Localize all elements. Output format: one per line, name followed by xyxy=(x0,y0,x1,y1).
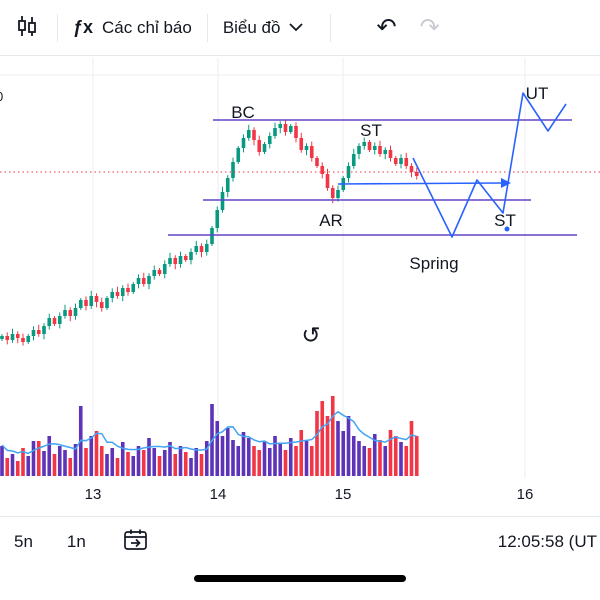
top-toolbar: ƒx Các chỉ báo Biểu đồ ↶ ↷ xyxy=(0,0,600,56)
bottom-toolbar: 5n 1n 12:05:58 (UT xyxy=(0,516,600,566)
undo-button[interactable]: ↶ xyxy=(372,15,400,40)
toolbar-divider xyxy=(330,13,332,42)
arrow-head-icon xyxy=(501,178,511,188)
gridlines xyxy=(0,58,600,478)
annotation-st[interactable]: ST xyxy=(360,121,382,140)
volume-bars xyxy=(0,396,419,476)
price-axis-partial-label: 0 xyxy=(0,89,3,104)
timeframe-1d-button[interactable]: 1n xyxy=(63,530,90,554)
reload-chart-button[interactable]: ↺ xyxy=(294,318,328,352)
indicators-label: Các chỉ báo xyxy=(102,17,192,37)
chart-type-label: Biểu đồ xyxy=(222,17,281,37)
annotation-bc[interactable]: BC xyxy=(231,103,255,122)
home-indicator-bar xyxy=(194,575,406,582)
projection-zigzag-line xyxy=(412,92,567,238)
clock-timezone-button[interactable]: 12:05:58 (UT xyxy=(492,531,600,553)
volume-ma-line xyxy=(1,410,417,455)
drawing-anchor-dot xyxy=(504,226,510,232)
annotation-st[interactable]: ST xyxy=(494,211,516,230)
chevron-down-icon xyxy=(289,19,304,37)
timeframe-5m-button[interactable]: 5n xyxy=(10,530,37,554)
chart-style-button[interactable] xyxy=(12,11,42,44)
annotation-ar[interactable]: AR xyxy=(319,211,343,230)
price-volume-chart[interactable] xyxy=(0,56,600,516)
chart-type-button[interactable]: Biểu đồ xyxy=(223,18,304,38)
candles-icon xyxy=(14,13,40,42)
toolbar-divider xyxy=(57,13,58,42)
indicators-button[interactable]: ƒx Các chỉ báo xyxy=(73,17,192,38)
fx-icon: ƒx xyxy=(73,17,94,37)
redo-button[interactable]: ↷ xyxy=(416,15,444,40)
go-to-date-button[interactable] xyxy=(122,527,149,556)
annotation-ut[interactable]: UT xyxy=(525,84,549,103)
projection-arrow-line xyxy=(337,182,503,185)
candles xyxy=(0,119,419,346)
toolbar-divider xyxy=(206,13,208,42)
annotation-spring[interactable]: Spring xyxy=(409,254,459,273)
calendar-icon xyxy=(122,527,149,556)
